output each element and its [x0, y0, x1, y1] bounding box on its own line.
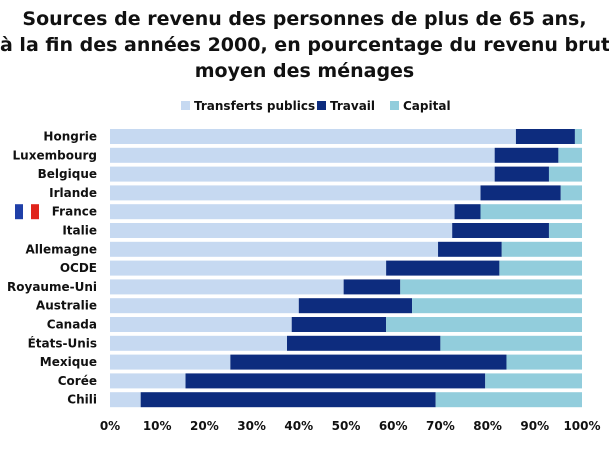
bar-segment — [110, 129, 516, 144]
category-label: Australie — [36, 299, 97, 313]
category-label: Royaume-Uni — [7, 280, 97, 294]
category-label: Hongrie — [43, 130, 97, 144]
category-label: Irlande — [49, 186, 97, 200]
x-tick-label: 10% — [143, 419, 172, 433]
bar-segment — [110, 147, 495, 163]
bar-segment — [110, 185, 481, 201]
x-tick-label: 0% — [100, 419, 120, 433]
bar-segment — [515, 129, 575, 144]
legend-swatch — [181, 101, 190, 110]
category-label: France — [52, 205, 97, 219]
bar-segment — [343, 279, 401, 295]
category-label: Italie — [62, 224, 97, 238]
legend-label: Transferts publics — [194, 99, 315, 113]
category-label: Belgique — [38, 167, 97, 181]
category-label: Chili — [67, 393, 97, 407]
bar-segment — [485, 373, 582, 389]
bar-segment — [110, 335, 287, 351]
bar-segment — [548, 223, 582, 238]
bar-segment — [558, 147, 582, 163]
bar-segment — [506, 354, 582, 370]
bar-segment — [110, 223, 453, 238]
bar-segment — [501, 241, 582, 257]
category-label: OCDE — [60, 261, 97, 275]
bar-segment — [560, 185, 582, 201]
bar-segment — [185, 373, 486, 389]
legend-label: Capital — [403, 99, 451, 113]
chart-title-line: Sources de revenu des personnes de plus … — [22, 8, 587, 30]
category-label: Allemagne — [25, 242, 97, 256]
bar-segment — [400, 279, 582, 295]
bar-segment — [291, 317, 387, 332]
category-label: Mexique — [40, 355, 97, 369]
bar-segment — [480, 204, 582, 220]
bar-segment — [435, 392, 582, 408]
bar-segment — [110, 279, 344, 295]
x-axis: 0% 10% 20% 30% 40% 50% 60% 70% 80% 90% 100% — [100, 419, 601, 433]
france-flag-icon — [15, 204, 39, 220]
legend-swatch — [390, 101, 399, 110]
chart-title-line: moyen des ménages — [194, 60, 415, 82]
bar-segment — [298, 298, 413, 314]
x-tick-label: 50% — [332, 419, 361, 433]
bar-segment — [110, 354, 231, 370]
chart-title-line: à la fin des années 2000, en pourcentage… — [0, 34, 609, 56]
bar-segment — [438, 241, 502, 257]
bar-segment — [494, 147, 559, 163]
x-tick-label: 100% — [563, 419, 600, 433]
bar-segment — [440, 335, 582, 351]
bar-segment — [140, 392, 436, 408]
x-tick-label: 40% — [284, 419, 313, 433]
category-label: Corée — [58, 374, 97, 388]
bar-segment — [574, 129, 582, 144]
bar-segment — [480, 185, 561, 201]
flag-stripe — [15, 204, 23, 220]
bar-segment — [110, 241, 439, 257]
bar-segment — [454, 204, 481, 220]
bar-segment — [230, 354, 507, 370]
x-tick-label: 60% — [379, 419, 408, 433]
x-tick-label: 70% — [426, 419, 455, 433]
x-tick-label: 80% — [473, 419, 502, 433]
bar-segment — [110, 204, 455, 220]
bar-segment — [452, 223, 549, 238]
bar-segment — [110, 166, 495, 182]
bar-segment — [110, 373, 186, 389]
bar-segment — [287, 335, 441, 351]
category-labels: Hongrie Luxembourg Belgique Irlande France It… — [7, 130, 97, 407]
bar-segment — [499, 260, 582, 276]
bar-segment — [386, 260, 500, 276]
x-tick-label: 20% — [190, 419, 219, 433]
x-tick-label: 30% — [237, 419, 266, 433]
category-label: Luxembourg — [13, 148, 97, 162]
bar-segment — [110, 298, 299, 314]
legend: Transferts publics Travail Capital — [181, 99, 451, 113]
chart-title: Sources de revenu des personnes de plus … — [0, 6, 609, 84]
category-label: États-Unis — [28, 335, 97, 350]
bars — [110, 129, 582, 408]
legend-swatch — [317, 101, 326, 110]
bar-segment — [412, 298, 582, 314]
bar-segment — [110, 392, 141, 408]
legend-label: Travail — [330, 99, 375, 113]
bar-segment — [386, 317, 582, 332]
x-tick-label: 90% — [520, 419, 549, 433]
bar-segment — [548, 166, 582, 182]
bar-segment — [110, 260, 387, 276]
flag-stripe — [31, 204, 39, 220]
bar-segment — [110, 317, 292, 332]
bar-segment — [494, 166, 549, 182]
flag-stripe — [23, 204, 31, 220]
category-label: Canada — [47, 318, 97, 332]
